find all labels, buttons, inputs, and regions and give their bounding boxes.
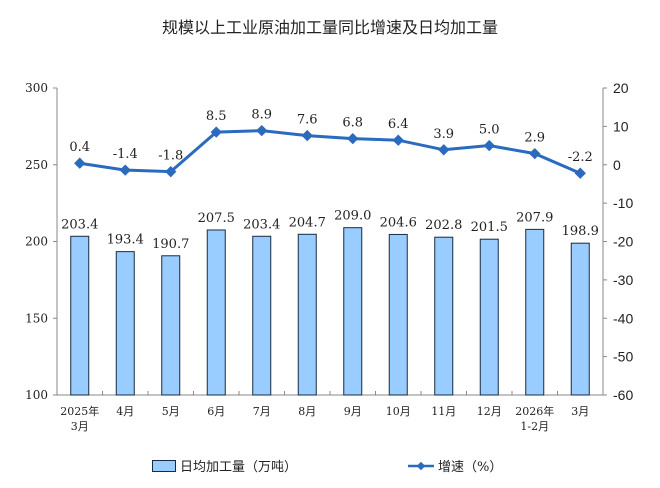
x-tick-label: 5月 bbox=[162, 405, 180, 418]
bar-data-label: 204.6 bbox=[380, 215, 417, 230]
x-tick-label: 4月 bbox=[116, 405, 134, 418]
bar-data-label: 190.7 bbox=[152, 237, 189, 252]
right-tick-label: 10 bbox=[613, 118, 629, 134]
line-point bbox=[347, 132, 359, 145]
line-data-label: 7.6 bbox=[297, 113, 318, 128]
left-tick-label: 200 bbox=[25, 235, 48, 249]
x-tick-label: 10月 bbox=[386, 405, 411, 418]
growth-line bbox=[79, 129, 581, 175]
line-data-label: 6.4 bbox=[388, 117, 409, 132]
bar bbox=[434, 236, 454, 396]
bar bbox=[479, 238, 499, 396]
line-data-label: 8.5 bbox=[206, 109, 227, 124]
x-tick-label: 7月 bbox=[253, 405, 271, 418]
x-tick-label: 3月 bbox=[571, 405, 589, 418]
line-point bbox=[301, 129, 313, 142]
line-data-label: -1.8 bbox=[158, 149, 183, 164]
bar-data-label: 207.5 bbox=[198, 211, 235, 226]
legend-line-label: 增速（%） bbox=[438, 460, 503, 475]
bar-data-label: 193.4 bbox=[107, 233, 144, 248]
line-data-label: 5.0 bbox=[479, 123, 500, 138]
right-tick-label: -10 bbox=[613, 195, 633, 211]
line-point bbox=[256, 124, 268, 137]
bar bbox=[525, 228, 545, 396]
left-tick-label: 300 bbox=[25, 81, 48, 95]
right-tick-label: 20 bbox=[613, 80, 629, 96]
line-data-label: 0.4 bbox=[69, 140, 90, 155]
x-tick-label: 2025年 bbox=[60, 404, 99, 418]
left-tick-label: 150 bbox=[25, 311, 48, 325]
bar bbox=[388, 233, 408, 396]
line-data-label: 3.9 bbox=[433, 127, 454, 142]
line-point bbox=[210, 126, 222, 138]
bar-data-label: 203.4 bbox=[243, 217, 280, 232]
right-tick-label: -60 bbox=[613, 387, 633, 403]
left-tick-label: 250 bbox=[25, 158, 48, 172]
bar-data-label: 203.4 bbox=[61, 217, 98, 232]
right-tick-label: -50 bbox=[613, 349, 633, 365]
x-tick-label: 3月 bbox=[71, 420, 89, 433]
line-data-label: -2.2 bbox=[568, 150, 593, 165]
line-data-label: -1.4 bbox=[113, 147, 138, 162]
bar bbox=[206, 229, 226, 396]
line-point bbox=[438, 144, 450, 156]
line-data-label: 6.8 bbox=[342, 116, 363, 131]
bar bbox=[70, 235, 90, 396]
line-point bbox=[119, 164, 131, 176]
chart-title: 规模以上工业原油加工量同比增速及日均加工量 bbox=[161, 18, 498, 37]
line-point bbox=[392, 134, 404, 146]
x-tick-label: 8月 bbox=[298, 405, 316, 418]
bar-data-label: 198.9 bbox=[562, 224, 599, 239]
line-point bbox=[483, 139, 495, 152]
right-tick-label: -20 bbox=[613, 234, 633, 250]
x-tick-label: 1-2月 bbox=[520, 420, 549, 433]
bar bbox=[297, 233, 317, 396]
left-tick-label: 100 bbox=[25, 388, 48, 402]
right-tick-label: -40 bbox=[613, 310, 633, 326]
line-data-label: 2.9 bbox=[524, 131, 545, 146]
x-tick-label: 9月 bbox=[344, 405, 362, 418]
x-tick-label: 11月 bbox=[431, 405, 456, 418]
legend-item-line: 增速（%） bbox=[408, 456, 502, 475]
x-tick-label: 12月 bbox=[477, 405, 502, 418]
line-point bbox=[165, 166, 177, 178]
bar bbox=[115, 251, 135, 396]
bar bbox=[343, 227, 363, 396]
legend-bar-swatch bbox=[152, 459, 176, 472]
x-tick-label: 6月 bbox=[207, 405, 225, 418]
bar bbox=[252, 235, 272, 396]
bar bbox=[161, 255, 181, 396]
legend-line-swatch bbox=[408, 461, 434, 470]
bar-data-label: 204.7 bbox=[289, 215, 326, 230]
bar-data-label: 207.9 bbox=[516, 210, 553, 225]
legend-bar-label: 日均加工量（万吨） bbox=[180, 460, 298, 475]
bar bbox=[570, 242, 590, 396]
x-tick-label: 2026年 bbox=[515, 404, 554, 418]
line-point bbox=[74, 157, 86, 169]
bar-data-label: 201.5 bbox=[471, 220, 508, 235]
legend-item-bar: 日均加工量（万吨） bbox=[152, 456, 297, 475]
line-point bbox=[574, 167, 586, 179]
bar-data-label: 209.0 bbox=[334, 209, 371, 224]
bar-data-label: 202.8 bbox=[425, 218, 462, 233]
right-tick-label: 0 bbox=[613, 157, 621, 173]
line-point bbox=[529, 147, 541, 160]
line-data-label: 8.9 bbox=[251, 108, 272, 123]
right-tick-label: -30 bbox=[613, 272, 633, 288]
